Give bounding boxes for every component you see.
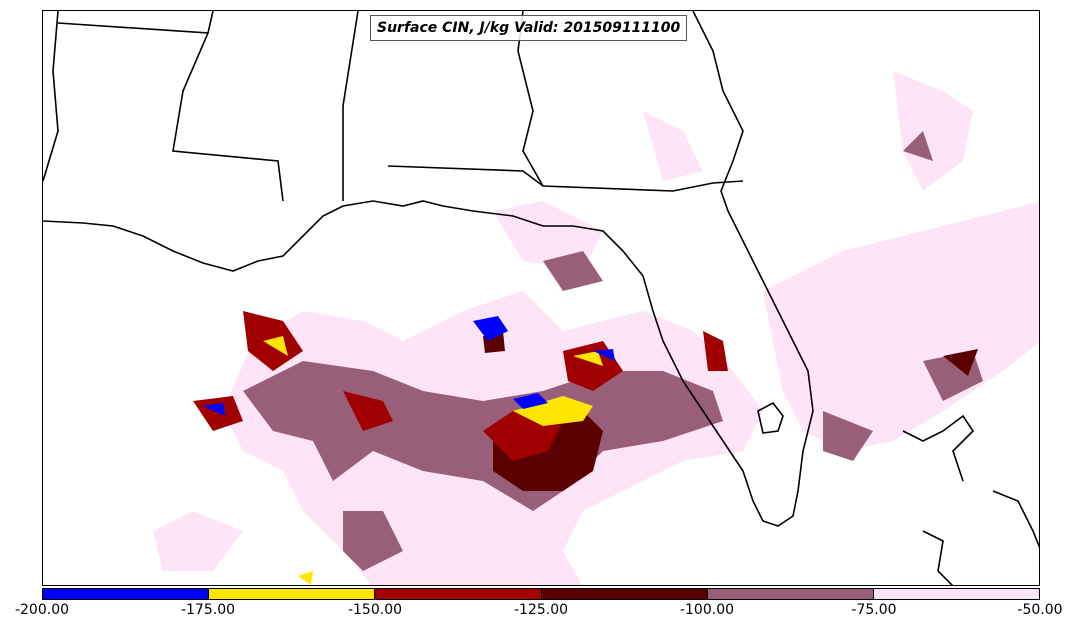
boundary-lines bbox=[43, 11, 1039, 585]
colorbar-tick: -50.00 bbox=[1017, 602, 1063, 618]
cin-field-yellow bbox=[263, 336, 603, 585]
colorbar-segment-1 bbox=[43, 589, 209, 599]
cin-map bbox=[43, 11, 1039, 585]
colorbar-segment-2 bbox=[208, 589, 375, 599]
cin-field-blue bbox=[203, 316, 615, 416]
colorbar-segment-4 bbox=[540, 589, 707, 599]
colorbar bbox=[42, 588, 1040, 600]
colorbar-segment-5 bbox=[706, 589, 873, 599]
colorbar-ticks: -200.00 -175.00 -150.00 -125.00 -100.00 … bbox=[0, 602, 1076, 626]
map-panel bbox=[42, 10, 1040, 586]
colorbar-tick: -75.00 bbox=[851, 602, 897, 618]
colorbar-tick: -125.00 bbox=[513, 602, 569, 618]
map-title: Surface CIN, J/kg Valid: 201509111100 bbox=[370, 15, 688, 41]
colorbar-segment-6 bbox=[872, 589, 1040, 599]
colorbar-segment-3 bbox=[374, 589, 541, 599]
colorbar-tick: -100.00 bbox=[679, 602, 735, 618]
colorbar-tick: -200.00 bbox=[14, 602, 70, 618]
colorbar-tick: -175.00 bbox=[180, 602, 236, 618]
colorbar-tick: -150.00 bbox=[347, 602, 403, 618]
